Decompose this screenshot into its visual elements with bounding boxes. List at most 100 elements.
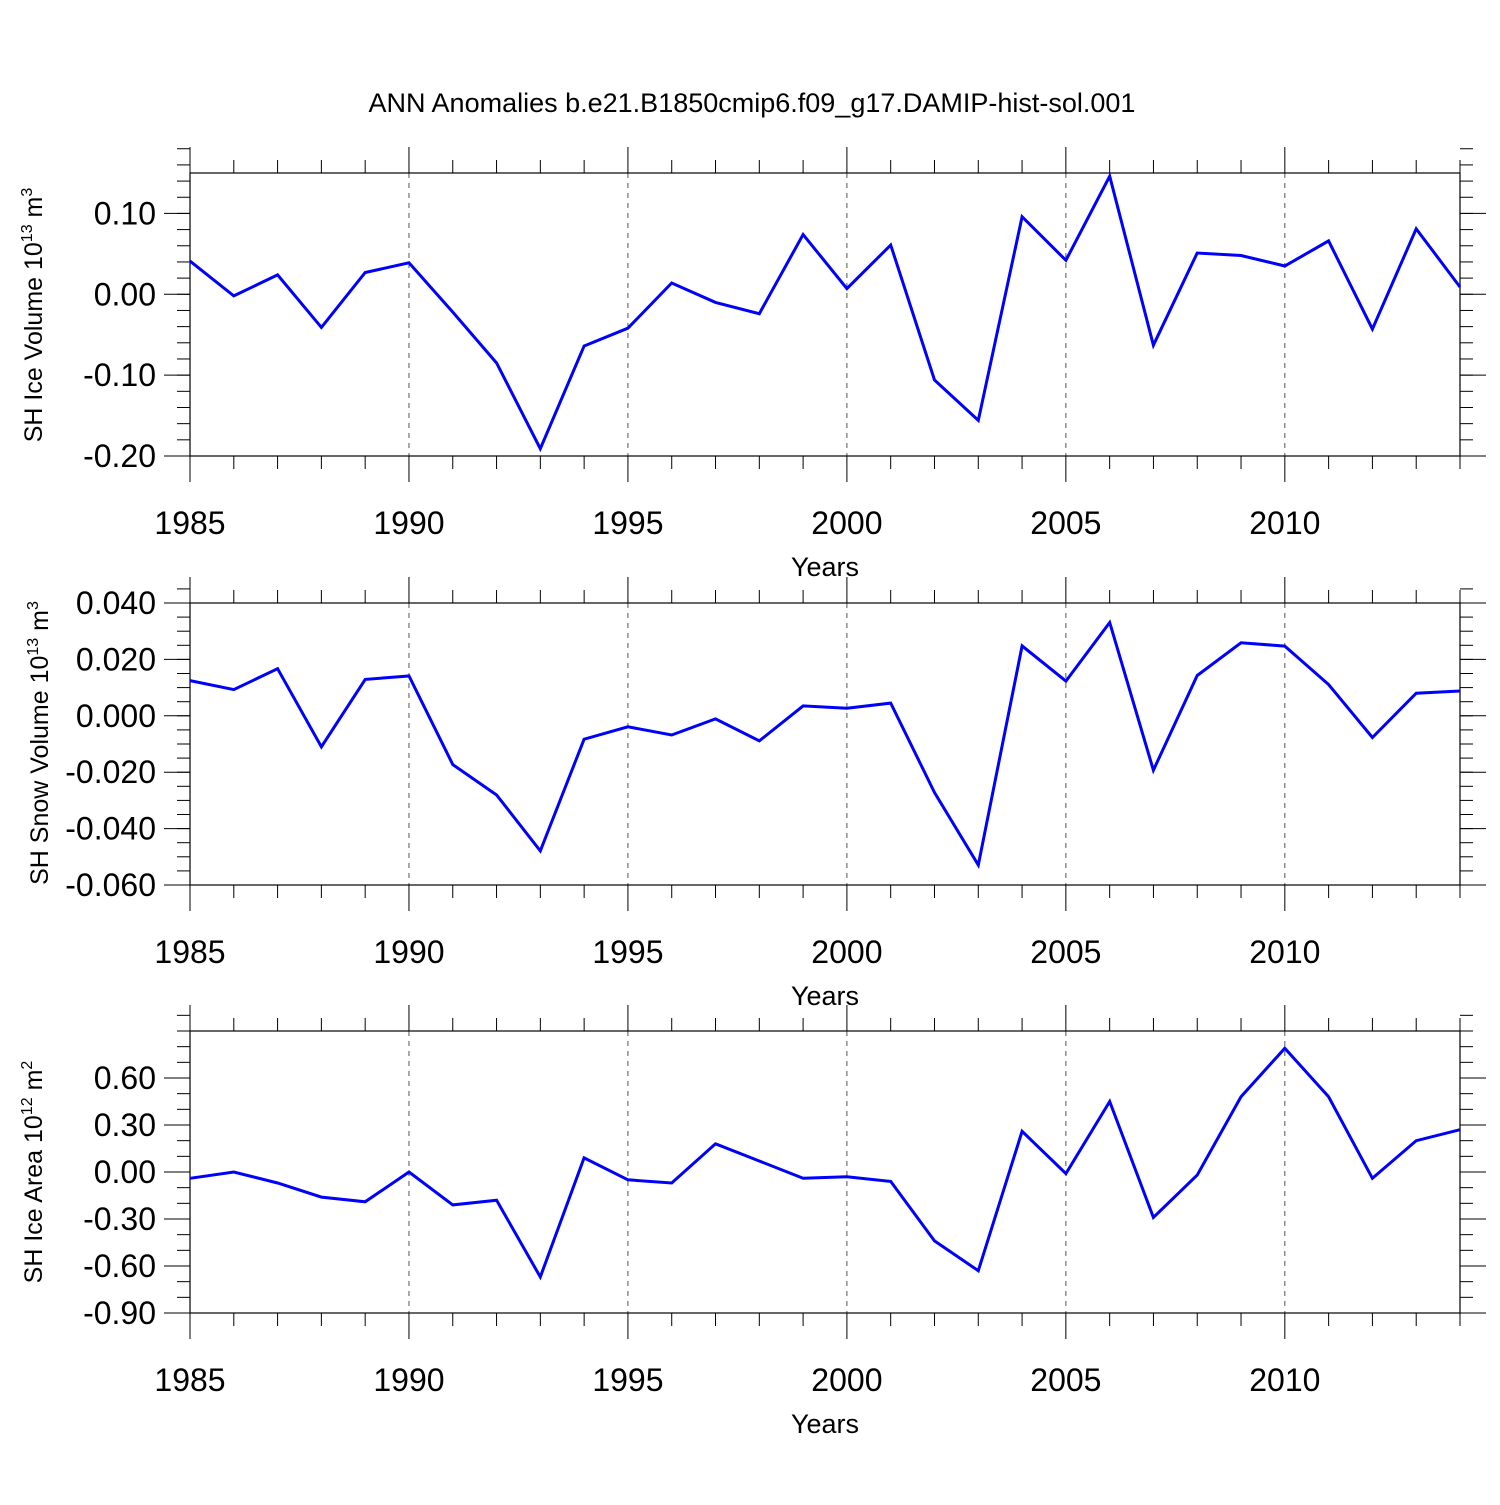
x-tick-label: 2010 [1249,505,1320,541]
x-tick-label: 1990 [373,1362,444,1398]
data-point [1020,644,1024,648]
data-point [1108,1100,1112,1104]
data-point [1370,736,1374,740]
data-point [232,1170,236,1174]
data-point [538,849,542,853]
data-point [1458,1128,1462,1132]
y-label-unit: m [20,197,48,225]
y-label-unit-exponent: 3 [25,601,42,610]
data-point [1414,227,1418,231]
data-point [845,287,849,291]
x-tick-label: 2010 [1249,1362,1320,1398]
x-tick-label: 1990 [373,934,444,970]
data-point [582,737,586,741]
data-point [319,1195,323,1199]
data-point [932,791,936,795]
y-label-unit: m [26,610,54,638]
data-point [670,733,674,737]
plot-frame [189,172,1461,457]
x-tick-label: 2000 [811,934,882,970]
x-tick-label: 2000 [811,1362,882,1398]
data-point [626,1178,630,1182]
data-point [1064,679,1068,683]
data-point [407,1170,411,1174]
data-point [188,679,192,683]
data-point [714,717,718,721]
data-point [1020,215,1024,219]
x-tick-label: 2005 [1030,505,1101,541]
data-point [319,325,323,329]
y-tick-label: -0.020 [65,754,156,790]
x-axis-label: Years [791,1409,859,1439]
data-point [1151,768,1155,772]
y-tick-label: -0.60 [83,1248,156,1284]
data-point [714,1142,718,1146]
data-point [757,739,761,743]
data-point [276,667,280,671]
y-tick-label: 0.00 [94,276,156,312]
x-tick-label: 2005 [1030,1362,1101,1398]
data-point [1370,327,1374,331]
data-point [1195,1173,1199,1177]
x-tick-label: 1990 [373,505,444,541]
data-point [626,725,630,729]
x-axis-label: Years [791,552,859,582]
data-point [538,447,542,451]
panel-2: -0.060 -0.040 -0.020 0.000 0.020 0.040 1985 199… [25,577,1486,1011]
data-point [1458,285,1462,289]
y-label-text: SH Snow Volume 10 [26,656,54,885]
data-point [1151,1215,1155,1219]
panel-1: -0.20 -0.10 0.00 0.10 1985 1990 1995 2000 2005 20… [19,147,1486,582]
series-line [189,619,1461,870]
y-tick-label: 0.040 [76,585,156,621]
x-tick-label: 2005 [1030,934,1101,970]
data-point [363,1200,367,1204]
x-tick-label: 1985 [154,1362,225,1398]
data-point [1414,1139,1418,1143]
data-point [582,344,586,348]
data-point [1414,691,1418,695]
data-point [451,1203,455,1207]
data-point [188,1176,192,1180]
y-tick-label: -0.20 [83,438,156,474]
data-point [976,1269,980,1273]
data-point [582,1156,586,1160]
data-point [1327,682,1331,686]
series-line [189,172,1462,453]
data-point [276,273,280,277]
y-label-exponent: 13 [19,224,36,242]
data-point [1108,174,1112,178]
data-point [889,701,893,705]
x-tick-label: 2010 [1249,934,1320,970]
panel-3: -0.90 -0.60 -0.30 0.00 0.30 0.60 1985 1990 1995 2… [19,1005,1486,1439]
data-point [1064,258,1068,262]
y-label-unit-exponent: 2 [19,1061,36,1070]
y-label-text: SH Ice Area 10 [20,1115,48,1283]
data-point [889,243,893,247]
data-point [363,677,367,681]
data-point [976,418,980,422]
data-point [495,361,499,365]
y-tick-label: 0.000 [76,698,156,734]
data-point [932,1239,936,1243]
data-point [495,793,499,797]
data-point [1458,689,1462,693]
data-point [670,1181,674,1185]
y-axis-label: SH Ice Area 1012 m2 [19,1061,48,1284]
data-point [451,310,455,314]
data-point [363,270,367,274]
y-axis-label: SH Snow Volume 1013 m3 [25,601,54,885]
data-point [801,1176,805,1180]
y-label-exponent: 12 [19,1097,36,1115]
figure-title: ANN Anomalies b.e21.B1850cmip6.f09_g17.D… [369,88,1136,118]
data-point [407,674,411,678]
x-tick-label: 1985 [154,934,225,970]
x-tick-label: 1995 [592,505,663,541]
data-point [976,863,980,867]
data-point [626,326,630,330]
data-point [1064,1172,1068,1176]
x-tick-label: 1985 [154,505,225,541]
data-point [1108,620,1112,624]
